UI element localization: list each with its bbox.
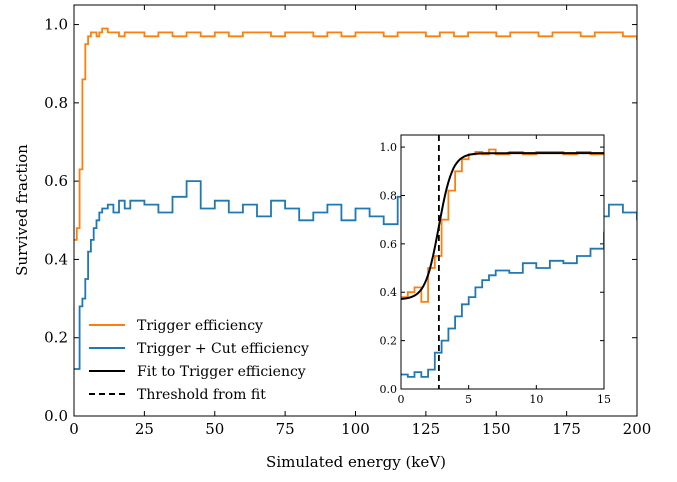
main-x-tick-label: 175 [552, 420, 581, 438]
inset-y-tick-label: 0.6 [380, 238, 398, 251]
inset-series-group [401, 135, 604, 389]
main-y-tick-label: 0.2 [44, 329, 68, 347]
inset-y-tick-label: 0.8 [380, 189, 398, 202]
main-y-tick-label: 0.0 [44, 407, 68, 425]
y-axis-label: Survived fraction [13, 144, 31, 276]
main-x-tick-label: 0 [69, 420, 79, 438]
inset-x-tick-label: 15 [597, 393, 611, 406]
legend-label-1: Trigger + Cut efficiency [137, 341, 309, 357]
legend-label-2: Fit to Trigger efficiency [137, 364, 306, 380]
inset-x-tick-label: 5 [465, 393, 472, 406]
main-series-0 [74, 27, 637, 241]
legend-label-3: Threshold from fit [137, 387, 266, 403]
main-y-tick-label: 0.8 [44, 94, 68, 112]
inset-series-1 [401, 231, 604, 378]
main-frame [73, 4, 638, 417]
inset-x-tick-label: 0 [398, 393, 405, 406]
main-x-tick-label: 150 [482, 420, 511, 438]
main-x-tick-label: 200 [623, 420, 652, 438]
inset-y-tick-label: 0.4 [380, 286, 398, 299]
main-x-tick-label: 125 [412, 420, 441, 438]
main-x-tick-label: 100 [341, 420, 370, 438]
inset-plot: 0 5 10 15 0.0 0.2 0.4 0.6 0.8 1.0 [380, 134, 611, 406]
main-y-tick-label: 0.4 [44, 250, 68, 268]
inset-frame [400, 134, 605, 390]
inset-y-tick-label: 1.0 [380, 141, 398, 154]
x-axis-label: Simulated energy (keV) [266, 453, 446, 471]
inset-y-tick-label: 0.2 [380, 335, 398, 348]
main-x-tick-label: 50 [205, 420, 224, 438]
legend-label-0: Trigger efficiency [137, 318, 263, 334]
inset-x-tick-label: 10 [529, 393, 543, 406]
inset-y-tick-label: 0.0 [380, 383, 398, 396]
legend: Trigger efficiency Trigger + Cut efficien… [89, 318, 309, 403]
main-y-tick-label: 0.6 [44, 172, 68, 190]
main-y-tick-label: 1.0 [44, 16, 68, 34]
main-x-tick-label: 75 [276, 420, 295, 438]
main-x-tick-label: 25 [135, 420, 154, 438]
inset-fit-curve [401, 152, 604, 300]
